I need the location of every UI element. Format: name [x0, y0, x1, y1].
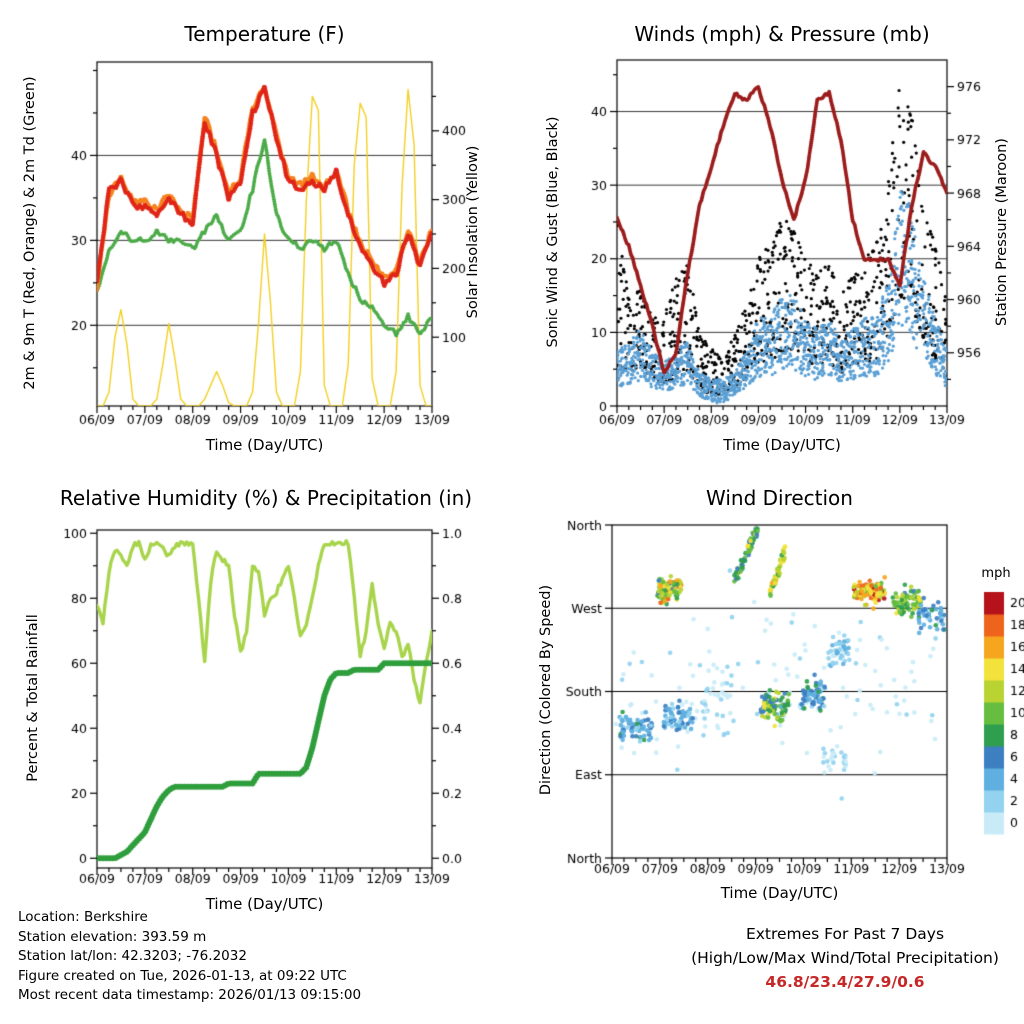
humidity-left-axis-label: Percent & Total Rainfall — [25, 614, 41, 782]
humidity-precip-xaxis-label: Time (Day/UTC) — [205, 895, 324, 913]
wind-direction-left-axis-label: Direction (Colored By Speed) — [538, 584, 554, 796]
location-line: Location: Berkshire — [18, 909, 148, 925]
station-info-footer: Location: Berkshire Station elevation: 3… — [18, 908, 361, 1006]
pressure-right-axis-label: Station Pressure (Maroon) — [994, 138, 1010, 326]
temperature-xaxis-label: Time (Day/UTC) — [205, 436, 324, 454]
created-line: Figure created on Tue, 2026-01-13, at 09… — [18, 967, 347, 984]
wind-direction-xaxis-label: Time (Day/UTC) — [720, 884, 839, 902]
latlon-line: Station lat/lon: 42.3203; -76.2032 — [18, 948, 247, 964]
temperature-left-axis-label: 2m & 9m T (Red, Orange) & 2m Td (Green) — [22, 76, 38, 390]
temperature-chart-title: Temperature (F) — [184, 22, 345, 46]
winds-pressure-xaxis-label: Time (Day/UTC) — [723, 436, 841, 454]
extremes-title: Extremes For Past 7 Days — [745, 925, 945, 943]
solar-right-axis-label: Solar Insolation (Yellow) — [465, 145, 481, 319]
winds-pressure-chart-title: Winds (mph) & Pressure (mb) — [634, 22, 930, 46]
timestamp-line: Most recent data timestamp: 2026/01/13 0… — [18, 987, 362, 1003]
elevation-line: Station elevation: 393.59 m — [18, 928, 207, 945]
extremes-values: 46.8/23.4/27.9/0.6 — [765, 973, 925, 991]
extremes-subtitle: (High/Low/Max Wind/Total Precipitation) — [691, 949, 999, 967]
colorbar-unit-label: mph — [981, 566, 1011, 581]
wind-gust-left-axis-label: Sonic Wind & Gust (Blue, Black) — [545, 116, 561, 348]
humidity-precip-chart-title: Relative Humidity (%) & Precipitation (i… — [59, 486, 473, 510]
wind-direction-chart-title: Wind Direction — [706, 486, 853, 510]
